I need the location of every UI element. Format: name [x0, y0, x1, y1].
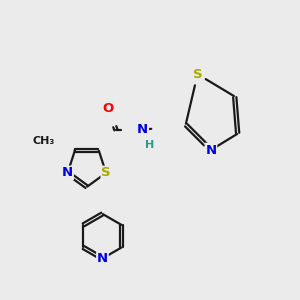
- Text: N: N: [206, 143, 217, 157]
- Text: S: S: [193, 68, 202, 81]
- Text: O: O: [103, 102, 114, 116]
- Text: H: H: [145, 140, 154, 150]
- Text: N: N: [62, 167, 73, 179]
- Text: N: N: [97, 252, 108, 265]
- Text: N: N: [137, 123, 148, 136]
- Text: S: S: [101, 167, 111, 179]
- Text: CH₃: CH₃: [32, 136, 55, 146]
